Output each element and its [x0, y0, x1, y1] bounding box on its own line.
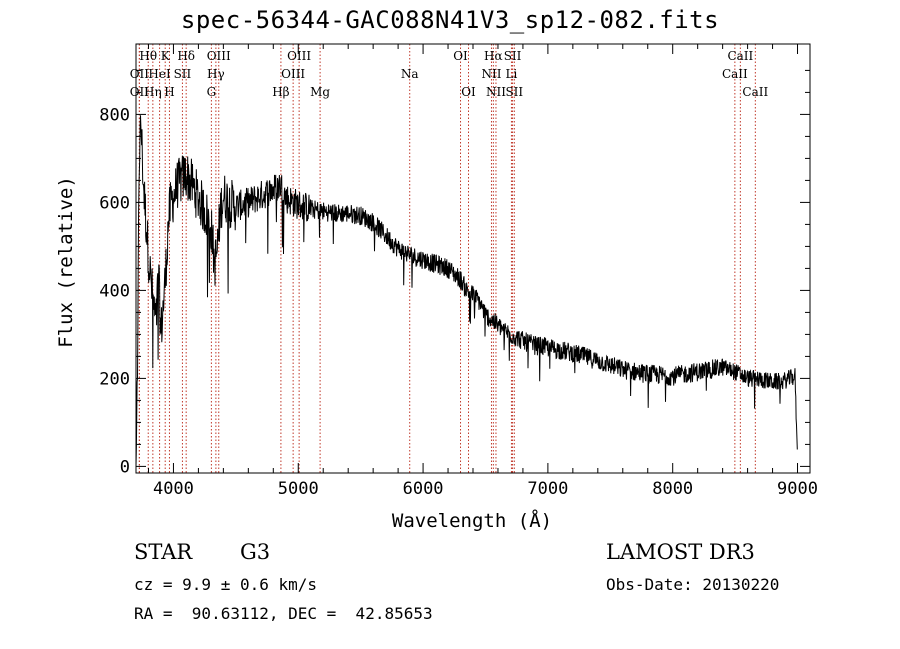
y-tick-label: 800 — [99, 105, 130, 125]
spectral-line-label: Na — [401, 67, 419, 81]
spectrum-line — [135, 115, 798, 467]
spectral-line-label: CaII — [742, 85, 768, 99]
spectral-line-label: NII — [481, 67, 501, 81]
survey-name: LAMOST DR3 — [606, 540, 755, 564]
spectral-line-label: SII — [504, 49, 522, 63]
spectral-line-label: Hη — [144, 85, 162, 99]
x-axis-label: Wavelength (Å) — [391, 510, 553, 532]
object-class: STAR — [134, 540, 193, 564]
spectral-line-label: G — [207, 85, 217, 99]
spectral-subclass: G3 — [240, 540, 271, 564]
spectral-line-label: Hγ — [207, 67, 225, 81]
plot-frame — [135, 43, 811, 474]
spectral-line-label: OIII — [287, 49, 311, 63]
spectral-line-label: OIII — [281, 67, 305, 81]
redshift-velocity: cz = 9.9 ± 0.6 km/s — [134, 575, 318, 594]
spectral-line-label: HeI — [148, 67, 171, 81]
spectral-line-label: H — [164, 85, 174, 99]
spectral-line-label: OI — [453, 49, 468, 63]
spectral-line-label: OII — [130, 85, 150, 99]
spectral-line-label: Hβ — [272, 85, 289, 99]
y-tick-label: 0 — [120, 457, 130, 477]
y-tick-label: 200 — [99, 369, 130, 389]
spectral-line-label: OIII — [207, 49, 231, 63]
coordinates: RA = 90.63112, DEC = 42.85653 — [134, 604, 433, 623]
y-tick-label: 600 — [99, 193, 130, 213]
spectral-line-label: Mg — [310, 85, 330, 99]
spectral-line-label: Hα — [484, 49, 503, 63]
chart-title: spec-56344-GAC088N41V3_sp12-082.fits — [180, 6, 720, 34]
x-tick-label: 4000 — [153, 479, 194, 499]
spectral-line-label: OI — [461, 85, 476, 99]
spectral-line-label: CaII — [727, 49, 753, 63]
spectral-line-label: K — [161, 49, 171, 63]
x-tick-label: 5000 — [278, 479, 319, 499]
spectral-line-label: SII — [174, 67, 192, 81]
x-tick-label: 9000 — [777, 479, 818, 499]
spectral-line-label: OII — [130, 67, 150, 81]
observation-date: Obs-Date: 20130220 — [606, 575, 780, 594]
spectral-line-label: SII — [505, 85, 523, 99]
spectral-line-label: Li — [506, 67, 518, 81]
spectral-line-label: Hθ — [139, 49, 157, 63]
x-tick-label: 8000 — [652, 479, 693, 499]
y-tick-label: 400 — [99, 281, 130, 301]
spectral-line-label: Hδ — [177, 49, 195, 63]
y-axis-label: Flux (relative) — [55, 176, 77, 348]
spectral-line-label: CaII — [722, 67, 748, 81]
x-tick-label: 7000 — [527, 479, 568, 499]
x-tick-label: 6000 — [403, 479, 444, 499]
spectral-line-label: NII — [486, 85, 506, 99]
